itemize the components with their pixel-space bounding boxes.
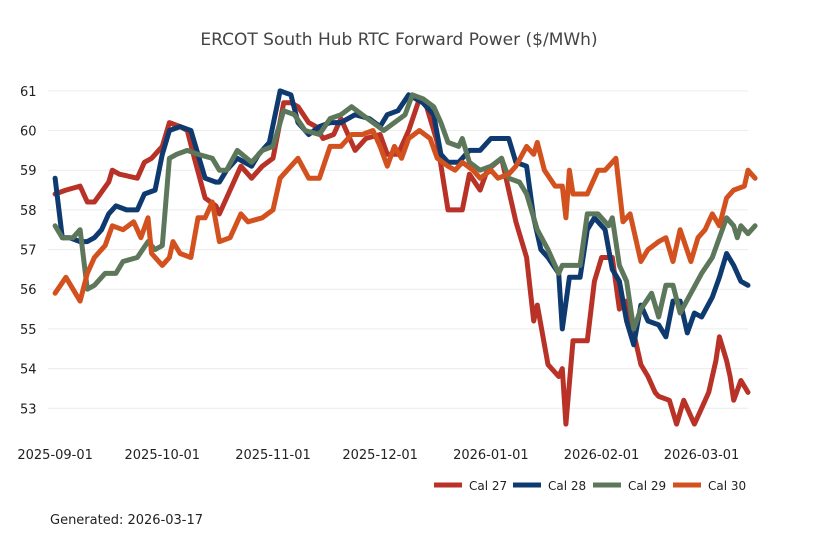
legend-label: Cal 27 <box>469 479 507 493</box>
x-tick-label: 2025-11-01 <box>235 448 311 463</box>
legend: Cal 27 Cal 28 Cal 29 Cal 30 <box>434 479 746 493</box>
y-tick-label: 57 <box>20 244 37 259</box>
y-tick-label: 56 <box>20 283 37 298</box>
chart-title: ERCOT South Hub RTC Forward Power ($/MWh… <box>200 30 597 50</box>
legend-label: Cal 30 <box>708 479 746 493</box>
x-tick-label: 2026-03-01 <box>664 448 740 463</box>
series-lines <box>52 88 758 427</box>
x-tick-label: 2026-01-01 <box>453 448 529 463</box>
series-line-cal-28 <box>52 88 751 348</box>
x-tick-label: 2025-10-01 <box>125 448 201 463</box>
y-tick-label: 59 <box>20 164 37 179</box>
y-tick-label: 58 <box>20 204 37 219</box>
series-line-cal-30 <box>52 128 758 304</box>
x-tick-label: 2025-12-01 <box>342 448 418 463</box>
y-tick-label: 60 <box>20 125 37 140</box>
x-axis-ticks: 2025-09-01 2025-10-01 2025-11-01 2025-12-01… <box>17 448 739 463</box>
y-tick-label: 53 <box>20 402 37 417</box>
legend-label: Cal 28 <box>548 479 586 493</box>
y-tick-label: 61 <box>20 85 37 100</box>
generated-date-label: Generated: 2026-03-17 <box>50 513 204 528</box>
x-tick-label: 2025-09-01 <box>17 448 93 463</box>
y-axis-ticks: 53 54 55 56 57 58 59 60 61 <box>20 85 37 417</box>
x-tick-label: 2026-02-01 <box>564 448 640 463</box>
legend-label: Cal 29 <box>628 479 666 493</box>
y-tick-label: 55 <box>20 323 37 338</box>
series-line-cal-29 <box>52 92 758 332</box>
y-tick-label: 54 <box>20 363 37 378</box>
